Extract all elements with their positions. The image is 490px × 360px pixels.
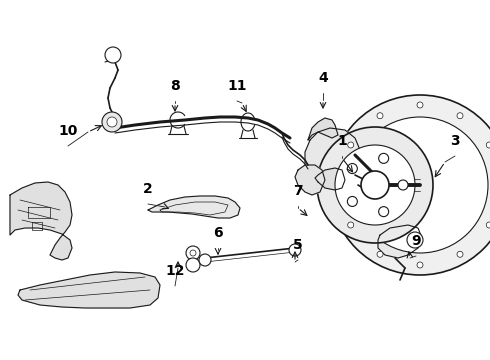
Polygon shape	[148, 196, 240, 218]
Text: 10: 10	[58, 124, 78, 138]
Polygon shape	[378, 225, 422, 258]
Circle shape	[186, 246, 200, 260]
Circle shape	[398, 180, 408, 190]
Circle shape	[348, 222, 354, 228]
Circle shape	[107, 117, 117, 127]
Text: 7: 7	[293, 184, 303, 198]
Polygon shape	[18, 272, 160, 308]
Polygon shape	[295, 165, 325, 195]
Circle shape	[335, 145, 415, 225]
Circle shape	[105, 47, 121, 63]
Circle shape	[199, 254, 211, 266]
Polygon shape	[305, 128, 360, 188]
Circle shape	[417, 262, 423, 268]
Circle shape	[417, 102, 423, 108]
Circle shape	[379, 153, 389, 163]
Circle shape	[330, 95, 490, 275]
Text: 9: 9	[411, 234, 421, 248]
Circle shape	[186, 258, 200, 272]
Polygon shape	[315, 168, 345, 190]
Circle shape	[352, 117, 488, 253]
Circle shape	[457, 113, 463, 119]
Polygon shape	[10, 182, 72, 260]
Circle shape	[377, 113, 383, 119]
Circle shape	[289, 244, 301, 256]
Circle shape	[361, 171, 389, 199]
Circle shape	[486, 222, 490, 228]
Circle shape	[348, 142, 354, 148]
Circle shape	[457, 251, 463, 257]
Text: 12: 12	[165, 264, 185, 278]
Circle shape	[102, 112, 122, 132]
Text: 11: 11	[227, 79, 247, 93]
Polygon shape	[104, 115, 120, 128]
Text: 1: 1	[337, 134, 347, 148]
Text: 6: 6	[213, 226, 223, 240]
Text: 3: 3	[450, 134, 460, 148]
Circle shape	[347, 197, 357, 206]
Circle shape	[486, 142, 490, 148]
Text: 4: 4	[318, 71, 328, 85]
Circle shape	[337, 182, 343, 188]
Polygon shape	[308, 118, 338, 140]
Circle shape	[317, 127, 433, 243]
Circle shape	[190, 250, 196, 256]
Text: 5: 5	[293, 238, 303, 252]
Circle shape	[379, 207, 389, 217]
Circle shape	[407, 232, 423, 248]
Text: 2: 2	[143, 182, 153, 196]
Circle shape	[347, 163, 357, 174]
Circle shape	[377, 251, 383, 257]
Text: 8: 8	[170, 79, 180, 93]
